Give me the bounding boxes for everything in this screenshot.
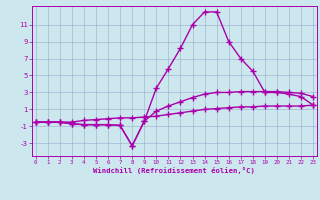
- X-axis label: Windchill (Refroidissement éolien,°C): Windchill (Refroidissement éolien,°C): [93, 167, 255, 174]
